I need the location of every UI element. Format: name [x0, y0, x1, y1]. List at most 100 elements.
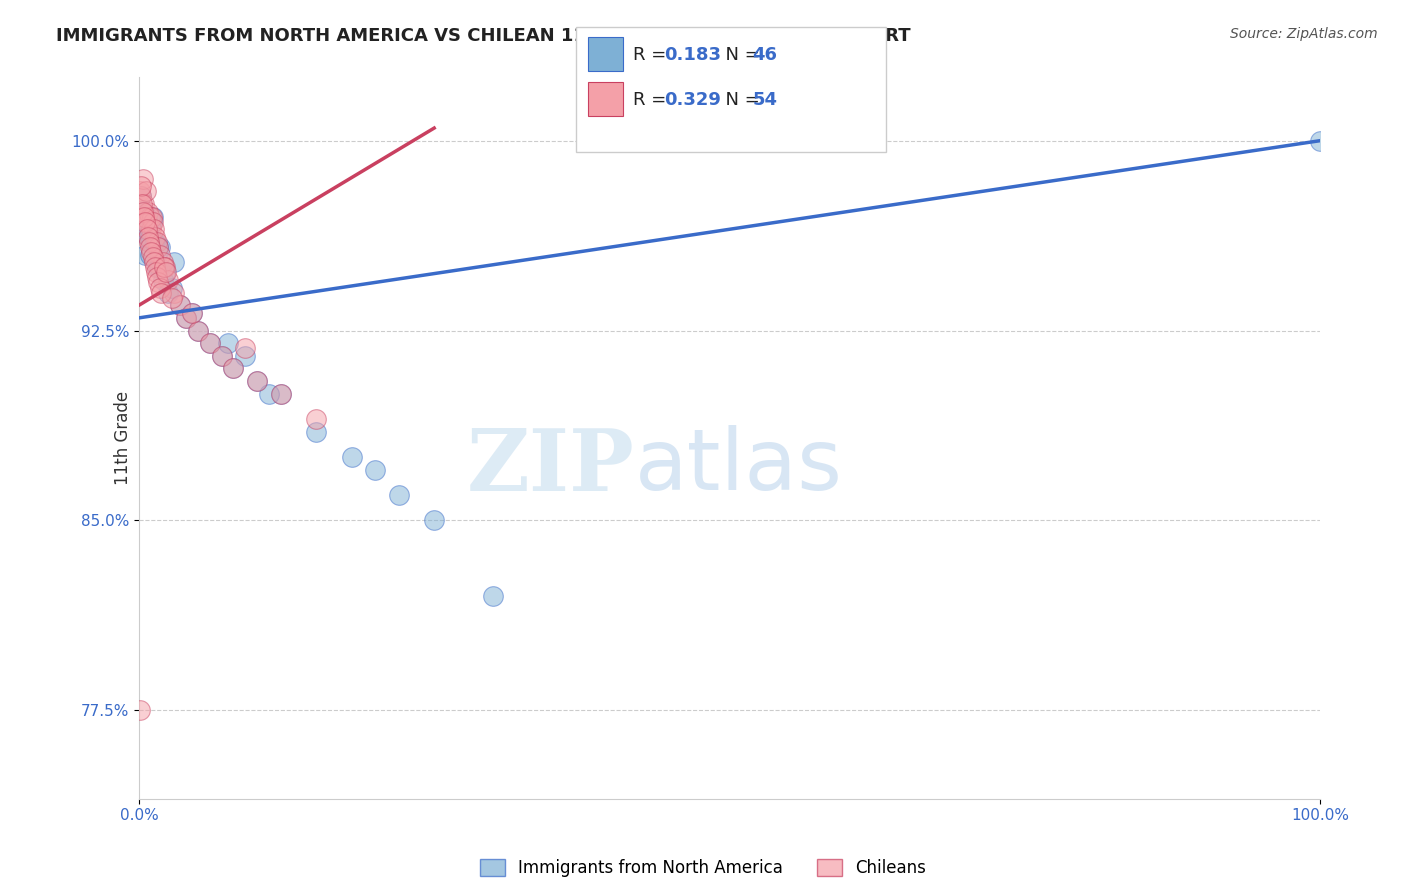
Text: R =: R =	[633, 46, 672, 64]
Point	[145, 260, 167, 275]
Point	[141, 245, 163, 260]
Point	[145, 230, 167, 244]
Text: atlas: atlas	[636, 425, 844, 508]
Point	[131, 197, 153, 211]
Point	[388, 488, 411, 502]
Point	[270, 386, 292, 401]
Point	[1309, 134, 1331, 148]
Text: ZIP: ZIP	[467, 425, 636, 509]
Point	[134, 247, 156, 261]
Point	[163, 285, 186, 300]
Point	[138, 204, 160, 219]
Point	[482, 589, 505, 603]
Point	[270, 386, 292, 401]
Point	[135, 222, 157, 236]
Text: N =: N =	[714, 91, 766, 109]
Point	[135, 222, 157, 236]
Point	[305, 425, 328, 439]
Point	[141, 250, 163, 264]
Text: 54: 54	[752, 91, 778, 109]
Point	[163, 255, 186, 269]
Point	[142, 215, 165, 229]
Point	[135, 210, 157, 224]
Point	[222, 361, 245, 376]
Text: 0.329: 0.329	[664, 91, 720, 109]
Text: 46: 46	[752, 46, 778, 64]
Point	[132, 204, 155, 219]
Point	[169, 298, 191, 312]
Point	[153, 260, 176, 275]
Point	[148, 276, 170, 290]
Text: N =: N =	[714, 46, 766, 64]
Point	[160, 280, 183, 294]
Point	[305, 412, 328, 426]
Point	[198, 336, 221, 351]
Point	[143, 260, 166, 275]
Point	[129, 179, 152, 194]
Point	[131, 171, 153, 186]
Text: Source: ZipAtlas.com: Source: ZipAtlas.com	[1230, 27, 1378, 41]
Point	[136, 215, 159, 229]
Point	[169, 298, 191, 312]
Point	[181, 306, 204, 320]
Point	[146, 240, 169, 254]
Point	[134, 215, 156, 229]
Point	[132, 204, 155, 219]
Point	[135, 184, 157, 198]
Point	[233, 341, 256, 355]
Point	[138, 235, 160, 249]
Text: 0.183: 0.183	[664, 46, 721, 64]
Point	[148, 260, 170, 275]
Point	[211, 349, 233, 363]
Point	[149, 285, 172, 300]
Point	[157, 273, 180, 287]
Point	[134, 210, 156, 224]
Point	[152, 255, 174, 269]
Point	[138, 222, 160, 236]
Point	[155, 265, 177, 279]
Point	[141, 210, 163, 224]
Point	[145, 265, 167, 279]
Point	[174, 310, 197, 325]
Point	[128, 703, 150, 717]
Point	[146, 270, 169, 285]
Point	[145, 235, 167, 249]
Point	[131, 222, 153, 236]
Y-axis label: 11th Grade: 11th Grade	[114, 391, 132, 485]
Point	[139, 222, 162, 236]
Point	[132, 197, 155, 211]
Point	[143, 222, 166, 236]
Point	[142, 210, 165, 224]
Point	[149, 240, 172, 254]
Point	[136, 230, 159, 244]
Point	[211, 349, 233, 363]
Point	[340, 450, 363, 464]
Point	[246, 374, 269, 388]
Point	[246, 374, 269, 388]
Point	[257, 386, 280, 401]
Text: R =: R =	[633, 91, 672, 109]
Point	[129, 184, 152, 198]
Point	[217, 336, 239, 351]
Point	[153, 265, 176, 279]
Point	[157, 285, 180, 300]
Point	[131, 189, 153, 203]
Legend: Immigrants from North America, Chileans: Immigrants from North America, Chileans	[474, 852, 932, 884]
Point	[423, 513, 446, 527]
Point	[187, 324, 209, 338]
Point	[145, 235, 167, 249]
Point	[138, 247, 160, 261]
Point	[139, 230, 162, 244]
Point	[174, 310, 197, 325]
Point	[132, 210, 155, 224]
Point	[233, 349, 256, 363]
Point	[143, 235, 166, 249]
Point	[181, 306, 204, 320]
Point	[149, 280, 172, 294]
Point	[139, 235, 162, 249]
Point	[152, 260, 174, 275]
Point	[222, 361, 245, 376]
Point	[136, 215, 159, 229]
Point	[141, 215, 163, 229]
Point	[146, 240, 169, 254]
